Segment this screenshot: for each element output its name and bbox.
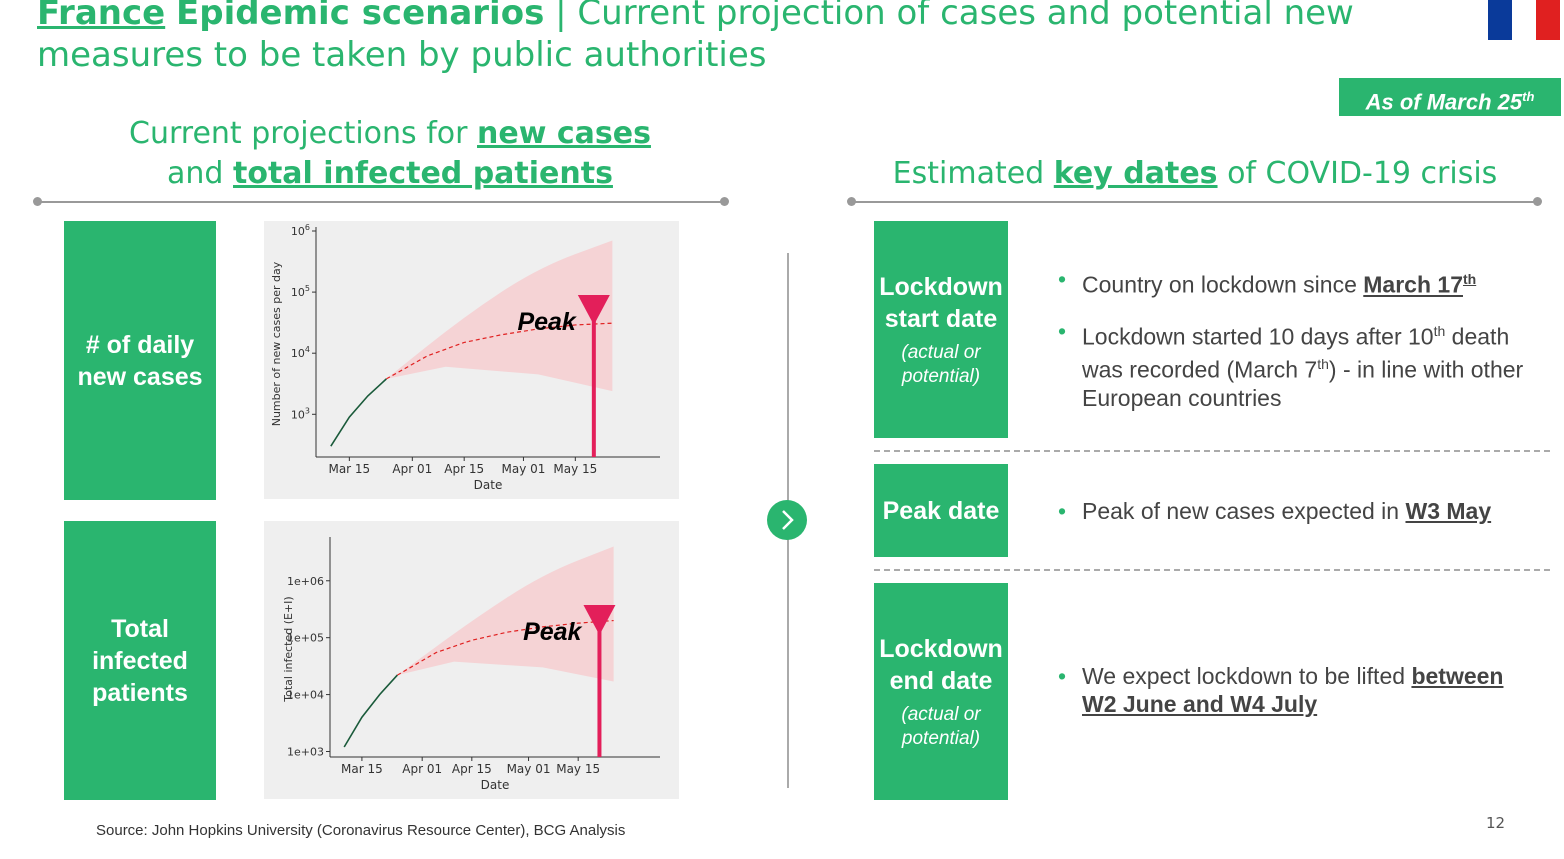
as-of-sup: th bbox=[1522, 89, 1535, 104]
peak-date-title: Peak date bbox=[882, 496, 1000, 525]
y-axis-label: Number of new cases per day bbox=[270, 261, 283, 426]
right-divider bbox=[851, 201, 1539, 203]
y-tick-label: 105 bbox=[291, 284, 310, 299]
b1-date: March 17 bbox=[1363, 271, 1463, 298]
b3-pre: Peak of new cases expected in bbox=[1082, 498, 1406, 524]
total-infected-label-box: Total infected patients bbox=[64, 521, 216, 800]
total-infected-chart: 1e+03 1e+04 1e+05 1e+06 Mar 15 Apr 01 Apr 15 Ma… bbox=[264, 521, 679, 799]
peak-marker bbox=[583, 605, 616, 635]
peak-date-box: Peak date bbox=[874, 464, 1008, 557]
b2-mid: death was recorded (March 7 bbox=[1082, 323, 1510, 383]
projection-line bbox=[386, 322, 613, 380]
daily-cases-label: # of daily new cases bbox=[77, 330, 203, 391]
y-tick-label: 1e+05 bbox=[287, 632, 324, 645]
lockdown-end-bullets: We expect lockdown to be lifted between … bbox=[1058, 662, 1540, 736]
b1-sup: th bbox=[1462, 271, 1477, 287]
observed-line bbox=[330, 378, 387, 447]
peak-label: Peak bbox=[523, 618, 582, 646]
lockdown-start-title: Lockdown start date bbox=[879, 272, 1003, 333]
y-tick-label: 1e+04 bbox=[287, 689, 324, 702]
total-infected-label: Total infected patients bbox=[92, 614, 188, 707]
x-tick-label: Apr 01 bbox=[392, 462, 432, 476]
left-heading-pre1: Current projections for bbox=[129, 116, 478, 151]
lockdown-end-box: Lockdown end date (actual or potential) bbox=[874, 583, 1008, 800]
daily-cases-label-box: # of daily new cases bbox=[64, 221, 216, 500]
left-heading-u1: new cases bbox=[477, 116, 651, 151]
observed-line bbox=[343, 674, 398, 748]
x-axis-label: Date bbox=[474, 478, 503, 492]
b2-pre: Lockdown started 10 days after 10 bbox=[1082, 323, 1434, 350]
x-tick-label: May 15 bbox=[556, 762, 600, 776]
x-tick-label: Mar 15 bbox=[328, 462, 370, 476]
x-tick-label: Apr 15 bbox=[452, 762, 492, 776]
as-of-badge: As of March 25th bbox=[1339, 78, 1561, 116]
right-heading-u: key dates bbox=[1053, 156, 1218, 191]
x-tick-label: Apr 15 bbox=[444, 462, 484, 476]
france-flag-icon bbox=[1488, 0, 1560, 40]
peak-marker bbox=[577, 295, 610, 325]
b4-range: between W2 June and W4 July bbox=[1082, 663, 1504, 717]
x-tick-label: May 15 bbox=[553, 462, 597, 476]
right-divider-dot-end bbox=[1533, 197, 1542, 206]
b2-post: ) - in line with other European countrie… bbox=[1082, 356, 1524, 411]
lockdown-end-title: Lockdown end date bbox=[879, 634, 1003, 695]
bullet-peak: Peak of new cases expected in W3 May bbox=[1058, 497, 1540, 525]
right-heading-post: of COVID-19 crisis bbox=[1217, 156, 1498, 191]
title-country: France bbox=[37, 0, 166, 33]
y-tick-label: 1e+06 bbox=[287, 575, 324, 588]
b2-sup: th bbox=[1433, 322, 1446, 339]
daily-cases-chart: 103 104 105 106 Mar 15 Apr 01 Apr 15 May 01 May … bbox=[264, 221, 679, 499]
peak-label: Peak bbox=[517, 308, 576, 336]
y-tick-label: 1e+03 bbox=[287, 745, 324, 758]
title-sep: | bbox=[544, 0, 578, 33]
row-separator-1 bbox=[874, 450, 1550, 452]
left-heading-pre2: and bbox=[167, 156, 234, 191]
projection-line bbox=[397, 619, 614, 676]
left-divider bbox=[37, 201, 725, 203]
y-axis-label: Total infected (E+I) bbox=[282, 596, 295, 702]
lockdown-start-bullets: Country on lockdown since March 17th Loc… bbox=[1058, 265, 1540, 430]
chevron-right-icon bbox=[767, 500, 807, 540]
projection-band bbox=[386, 240, 613, 392]
bullet-lockdown-since: Country on lockdown since March 17th bbox=[1058, 265, 1540, 299]
left-heading-u2: total infected patients bbox=[233, 156, 613, 191]
b4-pre: We expect lockdown to be lifted bbox=[1082, 663, 1412, 689]
lockdown-start-box: Lockdown start date (actual or potential… bbox=[874, 221, 1008, 438]
x-tick-label: Mar 15 bbox=[341, 762, 383, 776]
x-tick-label: May 01 bbox=[507, 762, 551, 776]
y-tick-label: 106 bbox=[291, 223, 310, 238]
b2-sup2: th bbox=[1317, 356, 1329, 373]
lockdown-end-sub: (actual or potential) bbox=[901, 703, 981, 749]
title-rest: Current projection of cases and potentia… bbox=[577, 0, 1354, 33]
x-tick-label: Apr 01 bbox=[402, 762, 442, 776]
x-axis-label: Date bbox=[481, 778, 510, 792]
page-title: France Epidemic scenarios | Current proj… bbox=[37, 0, 1354, 76]
right-divider-dot-start bbox=[847, 197, 856, 206]
bullet-lockdown-started: Lockdown started 10 days after 10th deat… bbox=[1058, 317, 1540, 412]
as-of-text: As of March 25 bbox=[1365, 89, 1523, 115]
projection-band bbox=[397, 546, 614, 682]
lockdown-start-sub: (actual or potential) bbox=[901, 341, 981, 387]
right-heading: Estimated key dates of COVID-19 crisis bbox=[850, 154, 1540, 194]
left-heading: Current projections for new cases and to… bbox=[60, 114, 720, 194]
source-note: Source: John Hopkins University (Coronav… bbox=[96, 822, 626, 839]
y-tick-label: 104 bbox=[291, 345, 310, 360]
left-divider-dot-end bbox=[720, 197, 729, 206]
title-part1: Epidemic scenarios bbox=[176, 0, 545, 33]
peak-date-bullets: Peak of new cases expected in W3 May bbox=[1058, 497, 1540, 543]
right-heading-pre: Estimated bbox=[892, 156, 1054, 191]
y-tick-label: 103 bbox=[291, 406, 310, 421]
row-separator-2 bbox=[874, 569, 1550, 571]
b3-date: W3 May bbox=[1405, 498, 1492, 524]
bullet-lockdown-end: We expect lockdown to be lifted between … bbox=[1058, 662, 1540, 718]
title-line2: measures to be taken by public authoriti… bbox=[37, 35, 767, 75]
b1-pre: Country on lockdown since bbox=[1082, 271, 1364, 298]
left-divider-dot-start bbox=[33, 197, 42, 206]
page-number: 12 bbox=[1486, 814, 1506, 832]
x-tick-label: May 01 bbox=[502, 462, 546, 476]
